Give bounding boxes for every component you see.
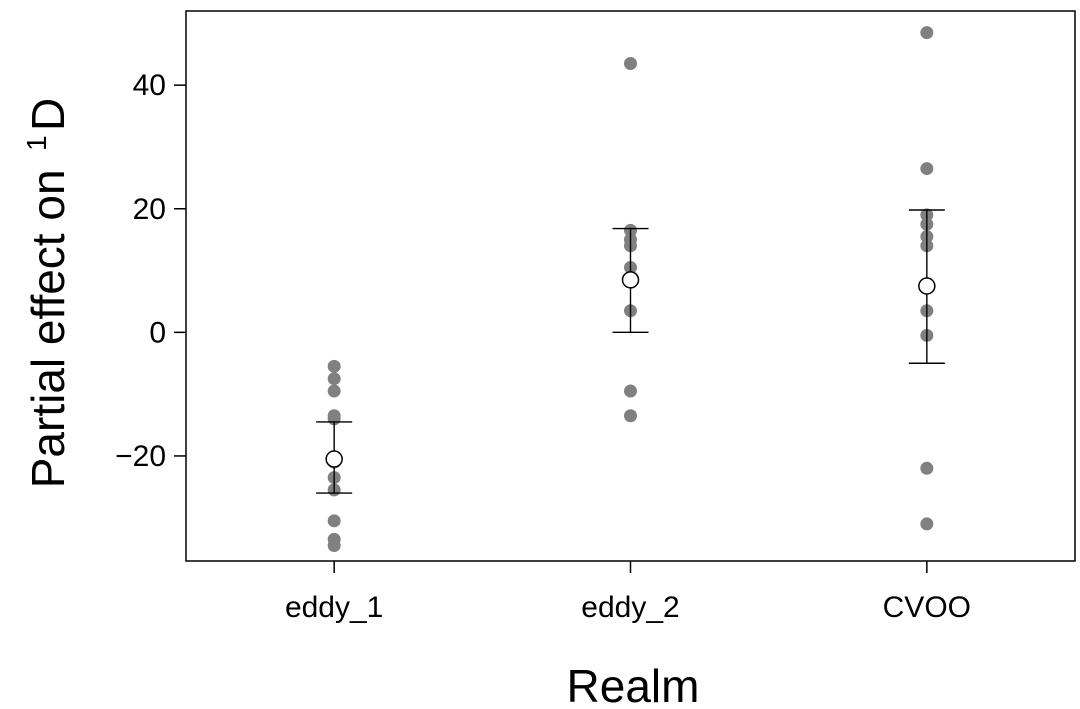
x-axis: eddy_1 eddy_2 CVOO xyxy=(285,561,971,624)
y-axis-title-text: Partial effect on xyxy=(22,169,74,488)
y-axis: −20 0 20 40 xyxy=(115,69,186,473)
mean-estimate-marker xyxy=(621,271,640,289)
y-tick-label: 20 xyxy=(133,193,166,226)
x-tick-label: eddy_2 xyxy=(581,591,679,624)
data-point xyxy=(327,539,341,553)
data-point xyxy=(624,57,637,71)
estimates xyxy=(316,209,945,494)
x-axis-title: Realm xyxy=(567,660,700,709)
x-tick-label: CVOO xyxy=(883,591,971,624)
data-point xyxy=(624,409,637,423)
data-point xyxy=(327,384,341,398)
data-point xyxy=(920,517,934,531)
data-point xyxy=(624,384,637,398)
y-tick-label: −20 xyxy=(115,440,166,473)
y-axis-title: Partial effect on 1 D xyxy=(21,98,74,489)
data-point xyxy=(920,461,934,475)
data-point xyxy=(920,162,934,176)
y-tick-label: 40 xyxy=(133,69,166,102)
svg-text:Partial effect on 1: Partial effect on 1 D xyxy=(21,98,74,489)
data-point xyxy=(920,26,934,40)
mean-estimate-marker xyxy=(918,277,936,295)
data-point xyxy=(327,514,341,528)
y-axis-title-superscript: 1 xyxy=(21,135,52,151)
data-point xyxy=(327,372,341,386)
y-axis-title-symbol: D xyxy=(22,98,74,131)
data-point xyxy=(327,359,341,373)
mean-estimate-marker xyxy=(325,450,343,468)
y-tick-label: 0 xyxy=(149,316,166,349)
x-tick-label: eddy_1 xyxy=(285,591,383,624)
